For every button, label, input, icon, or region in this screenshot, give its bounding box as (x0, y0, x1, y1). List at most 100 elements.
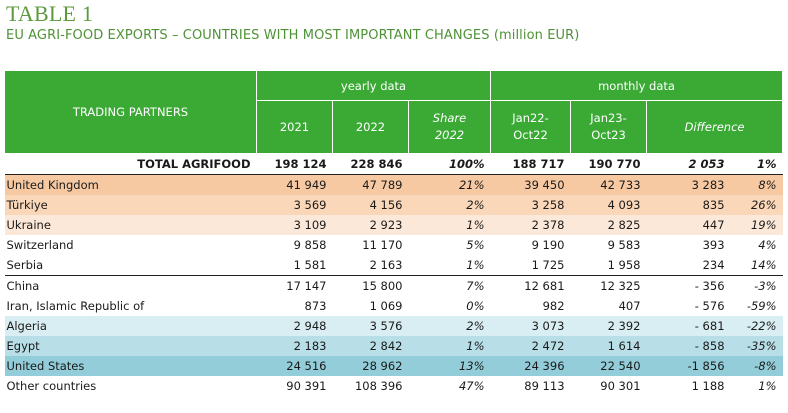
cell-jan22-oct22: 24 396 (490, 356, 571, 376)
cell-2021: 17 147 (256, 275, 333, 296)
header-jan23-line1: Jan23- (590, 111, 627, 125)
cell-difference: -1 856 (646, 356, 731, 376)
cell-2022: 1 069 (369, 299, 403, 313)
cell-difference-pct: 26% (730, 195, 783, 215)
cell-difference-pct: -3% (730, 275, 783, 296)
cell-2022: 15 800 (332, 275, 409, 296)
table-row: Türkiye 3 569 4 156 2% 3 258 4 093 835 2… (4, 195, 783, 215)
cell-2021: 198 124 (256, 153, 333, 175)
cell-share: 13% (408, 356, 491, 376)
cell-share: 1% (408, 215, 491, 235)
cell-2021: 90 391 (286, 379, 327, 393)
cell-jan22-oct22: 982 (542, 299, 565, 313)
header-2021: 2021 (256, 100, 333, 154)
cell-difference: 234 (702, 258, 725, 272)
cell-jan22-oct22: 2 472 (490, 336, 571, 356)
header-jan23-line2: Oct23 (591, 128, 626, 142)
cell-2022: 11 170 (362, 238, 403, 252)
cell-difference-pct: 14% (750, 258, 777, 272)
cell-jan23-oct23: 9 583 (607, 238, 641, 252)
cell-jan23-oct23: 4 093 (570, 195, 647, 215)
table-row: Iran, Islamic Republic of 873 1 069 0% 9… (5, 296, 783, 316)
cell-2021: 3 569 (256, 195, 333, 215)
cell-2022: 3 576 (332, 316, 409, 336)
row-name: Switzerland (6, 238, 74, 252)
cell-jan22-oct22: 9 190 (531, 238, 565, 252)
cell-difference: - 681 (646, 316, 731, 336)
cell-share: 7% (408, 275, 491, 296)
cell-jan23-oct23: 90 301 (600, 379, 641, 393)
cell-jan22-oct22: 1 725 (531, 258, 565, 272)
row-name: Other countries (6, 379, 97, 393)
cell-difference-pct: 19% (730, 215, 783, 235)
header-share-line1: Share (432, 111, 467, 125)
cell-difference: 393 (702, 238, 725, 252)
row-name: Algeria (4, 316, 257, 336)
table-row: Ukraine 3 109 2 923 1% 2 378 2 825 447 1… (4, 215, 783, 235)
cell-share: 21% (408, 174, 491, 195)
cell-2021: 3 109 (256, 215, 333, 235)
cell-2022: 28 962 (332, 356, 409, 376)
cell-2022: 2 923 (332, 215, 409, 235)
cell-share: 1% (408, 336, 491, 356)
cell-difference-pct: 1% (758, 379, 777, 393)
cell-difference: - 858 (646, 336, 731, 356)
cell-jan22-oct22: 12 681 (490, 275, 571, 296)
row-name: United States (4, 356, 257, 376)
row-name: TOTAL AGRIFOOD (4, 153, 257, 175)
cell-jan23-oct23: 1 958 (607, 258, 641, 272)
cell-share: 100% (408, 153, 491, 175)
cell-2021: 2 948 (256, 316, 333, 336)
cell-2022: 4 156 (332, 195, 409, 215)
header-difference: Difference (646, 100, 784, 154)
cell-jan23-oct23: 12 325 (570, 275, 647, 296)
cell-jan23-oct23: 2 392 (570, 316, 647, 336)
table-row: Other countries 90 391 108 396 47% 89 11… (5, 376, 783, 396)
cell-difference-pct: 8% (730, 174, 783, 195)
row-name: United Kingdom (4, 174, 257, 195)
cell-share: 0% (466, 299, 485, 313)
row-name: Iran, Islamic Republic of (6, 299, 145, 313)
row-name: Egypt (4, 336, 257, 356)
cell-jan23-oct23: 22 540 (570, 356, 647, 376)
cell-jan22-oct22: 2 378 (490, 215, 571, 235)
exports-table: TRADING PARTNERS yearly data monthly dat… (4, 70, 784, 396)
row-name: Serbia (6, 258, 44, 272)
cell-share: 2% (408, 195, 491, 215)
table-row: Serbia 1 581 2 163 1% 1 725 1 958 234 14… (5, 255, 783, 276)
table-row: Algeria 2 948 3 576 2% 3 073 2 392 - 681… (4, 316, 783, 336)
cell-difference-pct: -8% (730, 356, 783, 376)
cell-jan23-oct23: 2 825 (570, 215, 647, 235)
cell-difference-pct: -59% (746, 299, 777, 313)
cell-difference-pct: -22% (730, 316, 783, 336)
cell-difference: 1 188 (691, 379, 725, 393)
header-yearly-data: yearly data (255, 70, 492, 101)
row-name: China (4, 275, 257, 296)
cell-2021: 2 183 (256, 336, 333, 356)
header-share-2022: Share 2022 (407, 100, 492, 154)
header-monthly-data: monthly data (490, 70, 784, 101)
cell-jan22-oct22: 3 258 (490, 195, 571, 215)
cell-jan23-oct23: 42 733 (570, 174, 647, 195)
cell-jan22-oct22: 89 113 (524, 379, 565, 393)
cell-2021: 24 516 (256, 356, 333, 376)
cell-difference: - 576 (694, 299, 725, 313)
cell-2022: 2 163 (369, 258, 403, 272)
row-name: Ukraine (4, 215, 257, 235)
table-row: Switzerland 9 858 11 170 5% 9 190 9 583 … (5, 235, 783, 255)
header-jan22-oct22: Jan22- Oct22 (490, 100, 572, 154)
cell-difference: - 356 (646, 275, 731, 296)
cell-difference: 3 283 (646, 174, 731, 195)
cell-2022: 2 842 (332, 336, 409, 356)
table-row: United Kingdom 41 949 47 789 21% 39 450 … (4, 174, 783, 195)
table-title: TABLE 1 (6, 1, 94, 26)
cell-difference-pct: 4% (758, 238, 777, 252)
cell-2022: 47 789 (332, 174, 409, 195)
cell-2021: 1 581 (293, 258, 327, 272)
cell-difference: 447 (646, 215, 731, 235)
cell-share: 2% (408, 316, 491, 336)
cell-jan23-oct23: 190 770 (570, 153, 647, 175)
header-jan23-oct23: Jan23- Oct23 (570, 100, 648, 154)
cell-2021: 9 858 (293, 238, 327, 252)
cell-share: 1% (466, 258, 485, 272)
